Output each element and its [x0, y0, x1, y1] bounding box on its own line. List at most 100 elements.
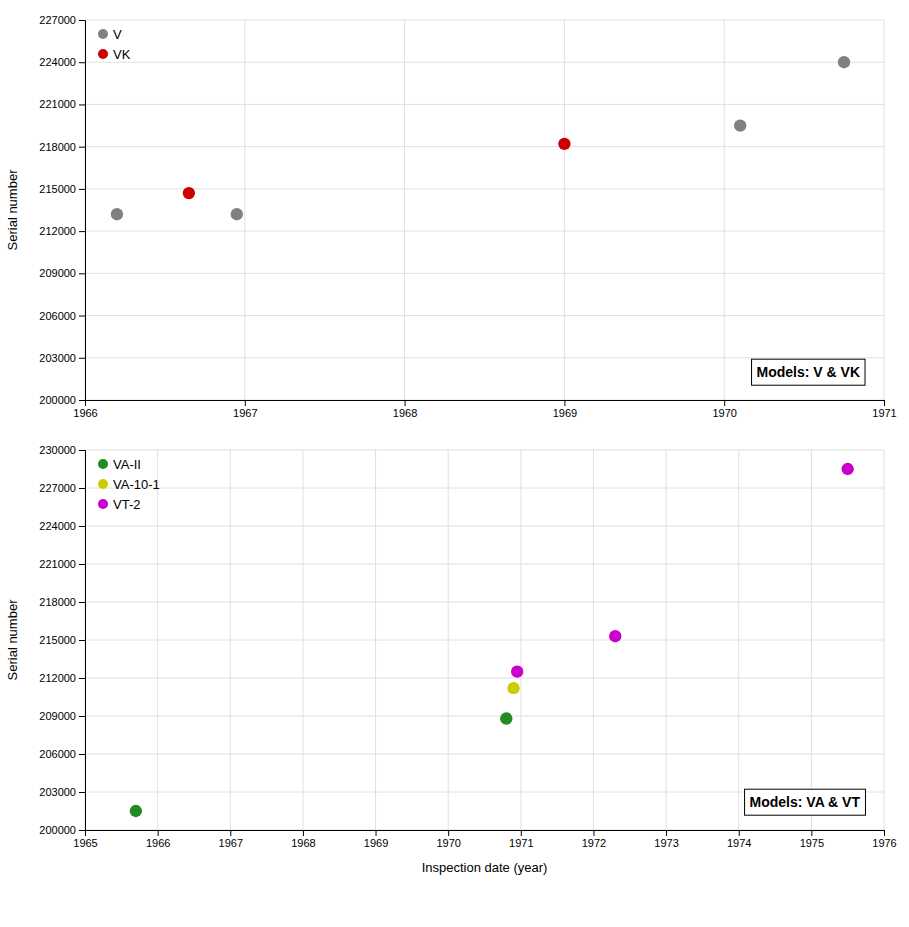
tick-mark [79, 450, 85, 451]
point [183, 187, 195, 199]
tick-label: 1972 [582, 837, 606, 849]
annotation-box [745, 789, 866, 815]
tick-mark [739, 830, 740, 836]
tick: 221000 [39, 98, 85, 110]
grid-line [85, 716, 884, 717]
grid-line [85, 231, 884, 232]
tick: 1967 [233, 400, 257, 419]
tick-mark [724, 400, 725, 406]
tick-mark [79, 792, 85, 793]
tick-label: 230000 [39, 444, 76, 456]
grid-line [85, 315, 884, 316]
tick-mark [666, 830, 667, 836]
tick-mark [79, 189, 85, 190]
tick-label: 215000 [39, 634, 76, 646]
panel: 1965196619671968196919701971197219731974… [5, 444, 897, 875]
tick: 1970 [712, 400, 736, 419]
tick-label: 227000 [39, 14, 76, 26]
grid-line [85, 188, 884, 189]
tick-mark [376, 830, 377, 836]
tick-label: 1965 [73, 837, 97, 849]
tick-mark [448, 830, 449, 836]
tick-label: 218000 [39, 141, 76, 153]
tick: 221000 [39, 558, 85, 570]
tick-mark [79, 62, 85, 63]
tick-mark [79, 400, 85, 401]
annotation: Models: V & VK [752, 359, 865, 385]
point [609, 630, 621, 642]
legend-label: VA-10-1 [113, 477, 160, 492]
tick: 227000 [39, 482, 85, 494]
tick: 203000 [39, 786, 85, 798]
tick: 1971 [509, 830, 533, 849]
axis-line [86, 831, 885, 837]
grid-line [85, 62, 884, 63]
grid-line [404, 20, 405, 400]
annotation-text: Models: VA & VT [750, 794, 861, 810]
tick: 227000 [39, 14, 85, 26]
tick-mark [79, 273, 85, 274]
grid-line [85, 526, 884, 527]
panel: 1966196719681969197019712000002030002060… [5, 14, 897, 419]
tick-mark [884, 830, 885, 836]
axis-line [79, 451, 86, 831]
y-axis-title: Serial number [5, 169, 20, 251]
tick-label: 224000 [39, 520, 76, 532]
tick-label: 218000 [39, 596, 76, 608]
tick-mark [79, 640, 85, 641]
tick: 1974 [727, 830, 751, 849]
tick: 1966 [73, 400, 97, 419]
legend-swatch [98, 499, 108, 509]
tick-label: 200000 [39, 824, 76, 836]
legend-item: V [98, 27, 122, 42]
tick-label: 1974 [727, 837, 751, 849]
series [111, 56, 850, 220]
tick-label: 1966 [146, 837, 170, 849]
tick-mark [79, 564, 85, 565]
grid-line [85, 640, 884, 641]
point [111, 208, 123, 220]
series [507, 682, 519, 694]
tick-label: 224000 [39, 56, 76, 68]
point [507, 682, 519, 694]
point [558, 138, 570, 150]
tick-mark [79, 358, 85, 359]
tick-mark [79, 20, 85, 21]
point [500, 712, 512, 724]
axis-line [86, 401, 885, 407]
tick: 1969 [553, 400, 577, 419]
tick-label: 1967 [233, 407, 257, 419]
tick-mark [79, 231, 85, 232]
tick: 209000 [39, 267, 85, 279]
point [511, 665, 523, 677]
tick-mark [884, 400, 885, 406]
point [734, 119, 746, 131]
tick: 200000 [39, 824, 85, 836]
grid-line [85, 20, 884, 21]
tick: 1966 [146, 830, 170, 849]
tick-label: 1970 [436, 837, 460, 849]
tick-mark [811, 830, 812, 836]
tick: 212000 [39, 672, 85, 684]
tick: 1965 [73, 830, 97, 849]
points [111, 56, 850, 220]
legend-swatch [98, 479, 108, 489]
tick: 224000 [39, 56, 85, 68]
tick: 212000 [39, 225, 85, 237]
point [838, 56, 850, 68]
tick-label: 209000 [39, 710, 76, 722]
tick-label: 200000 [39, 394, 76, 406]
point [231, 208, 243, 220]
tick: 1970 [436, 830, 460, 849]
legend-swatch [98, 49, 108, 59]
point [130, 805, 142, 817]
tick: 224000 [39, 520, 85, 532]
legend-item: VA-II [98, 457, 141, 472]
tick-label: 206000 [39, 310, 76, 322]
grid-line [724, 20, 725, 400]
grid-line [85, 754, 884, 755]
tick-label: 1971 [509, 837, 533, 849]
tick-mark [79, 716, 85, 717]
tick-label: 206000 [39, 748, 76, 760]
tick-label: 1968 [393, 407, 417, 419]
